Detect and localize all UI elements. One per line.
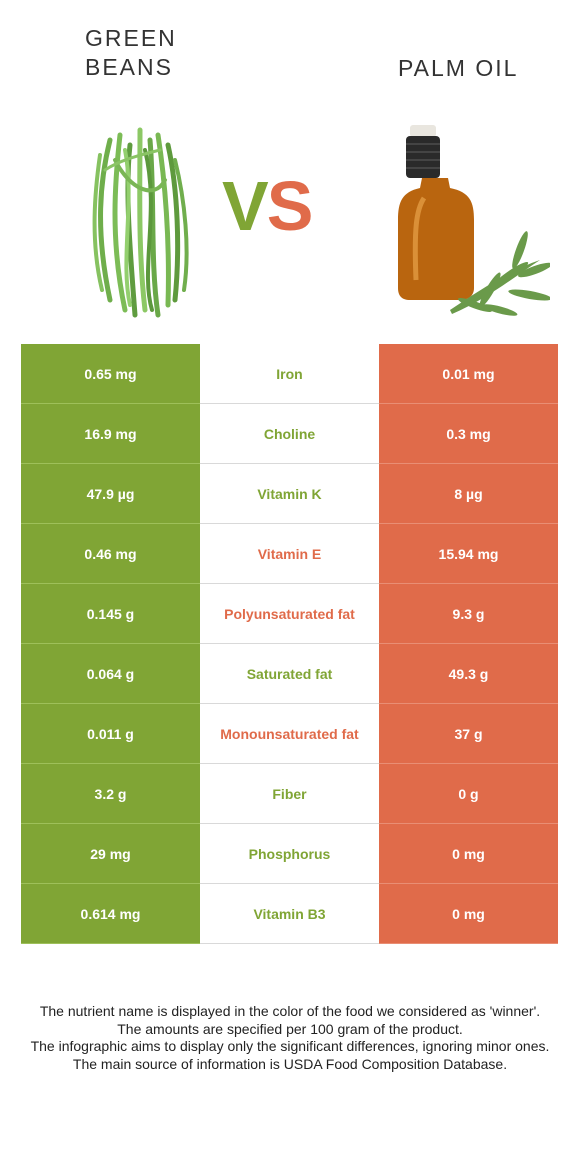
vs-letter-s: S	[266, 167, 314, 245]
nutrient-name: Iron	[200, 344, 379, 404]
right-value: 0.01 mg	[379, 344, 558, 404]
nutrient-name: Polyunsaturated fat	[200, 584, 379, 644]
table-row: 0.46 mg Vitamin E 15.94 mg	[21, 524, 558, 584]
right-value: 0 g	[379, 764, 558, 824]
table-row: 0.65 mg Iron 0.01 mg	[21, 344, 558, 404]
green-beans-image	[92, 127, 189, 318]
table-row: 29 mg Phosphorus 0 mg	[21, 824, 558, 884]
left-value: 0.145 g	[21, 584, 200, 644]
table-row: 0.064 g Saturated fat 49.3 g	[21, 644, 558, 704]
nutrient-name: Choline	[200, 404, 379, 464]
footnote-source: The main source of information is USDA F…	[72, 1055, 508, 1072]
nutrient-name: Fiber	[200, 764, 379, 824]
right-value: 0.3 mg	[379, 404, 558, 464]
right-value: 0 mg	[379, 824, 558, 884]
left-value: 47.9 µg	[21, 464, 200, 524]
table-row: 0.145 g Polyunsaturated fat 9.3 g	[21, 584, 558, 644]
left-value: 0.614 mg	[21, 884, 200, 944]
left-value: 0.064 g	[21, 644, 200, 704]
table-row: 3.2 g Fiber 0 g	[21, 764, 558, 824]
vs-letter-v: V	[222, 167, 269, 245]
vs-label: VS	[222, 166, 314, 246]
right-value: 49.3 g	[379, 644, 558, 704]
nutrient-name: Vitamin E	[200, 524, 379, 584]
left-value: 29 mg	[21, 824, 200, 884]
left-value: 3.2 g	[21, 764, 200, 824]
nutrient-name: Monounsaturated fat	[200, 704, 379, 764]
comparison-table: 0.65 mg Iron 0.01 mg 16.9 mg Choline 0.3 mg 47…	[21, 344, 558, 944]
palm-oil-bottle-image	[398, 125, 550, 316]
footnote-amounts: The amounts are specified per 100 gram o…	[117, 1020, 463, 1037]
left-value: 16.9 mg	[21, 404, 200, 464]
nutrient-name: Vitamin K	[200, 464, 379, 524]
footnote-winner-color: The nutrient name is displayed in the co…	[39, 1003, 541, 1019]
left-value: 0.65 mg	[21, 344, 200, 404]
table-row: 16.9 mg Choline 0.3 mg	[21, 404, 558, 464]
food-title-right: PALM OIL	[398, 55, 519, 81]
nutrient-name: Vitamin B3	[200, 884, 379, 944]
left-value: 0.011 g	[21, 704, 200, 764]
right-value: 37 g	[379, 704, 558, 764]
right-value: 15.94 mg	[379, 524, 558, 584]
nutrient-name: Saturated fat	[200, 644, 379, 704]
table-row: 0.011 g Monounsaturated fat 37 g	[21, 704, 558, 764]
food-title-left: GREEN BEANS	[85, 25, 177, 80]
footnotes: The nutrient name is displayed in the co…	[20, 1003, 560, 1073]
right-value: 8 µg	[379, 464, 558, 524]
right-value: 0 mg	[379, 884, 558, 944]
left-value: 0.46 mg	[21, 524, 200, 584]
right-value: 9.3 g	[379, 584, 558, 644]
nutrient-name: Phosphorus	[200, 824, 379, 884]
table-row: 0.614 mg Vitamin B3 0 mg	[21, 884, 558, 944]
footnote-significance: The infographic aims to display only the…	[30, 1038, 550, 1054]
